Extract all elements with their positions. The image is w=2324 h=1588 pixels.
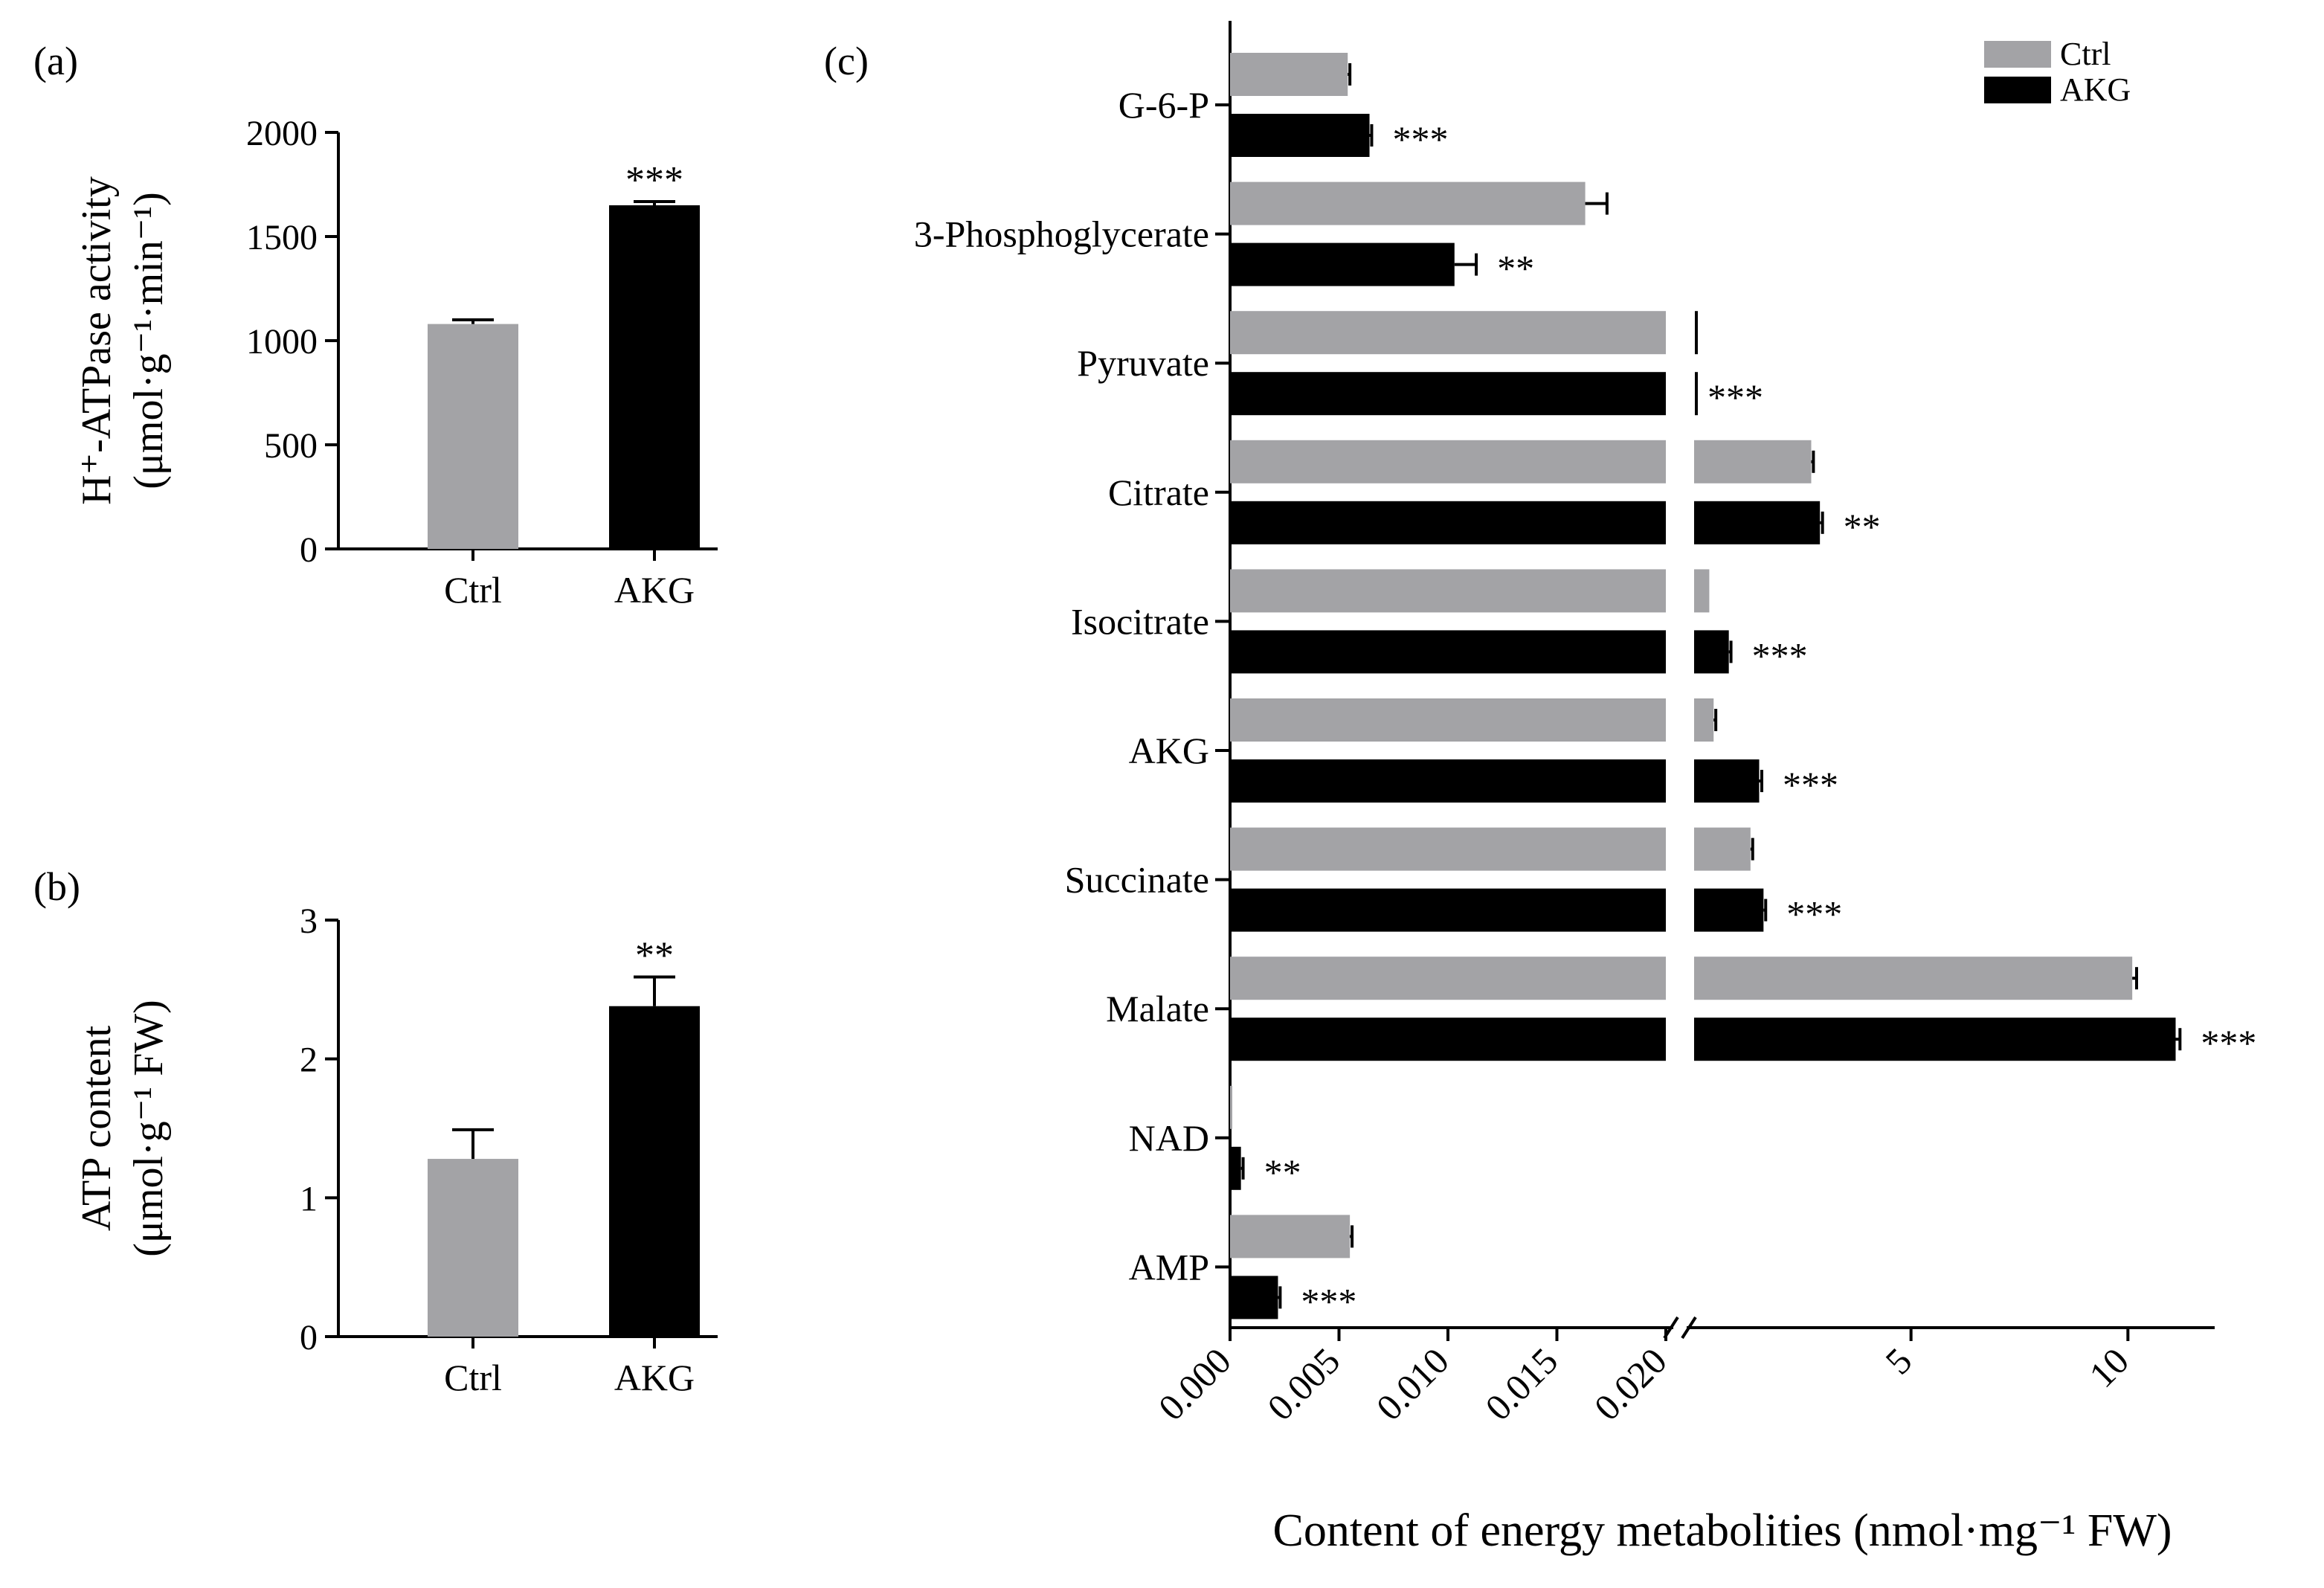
panel-label-a: (a) bbox=[33, 39, 78, 83]
y-axis-label-units: (μmol·g⁻¹ FW) bbox=[126, 1000, 172, 1256]
bar-akg-isocitrate-part1 bbox=[1230, 630, 1666, 674]
x-tick-label: Ctrl bbox=[444, 569, 502, 611]
significance-marker: *** bbox=[625, 159, 683, 202]
chart-a: 0 500 1000 1500 2000 H⁺-ATPase activity (μmol·… bbox=[74, 114, 718, 611]
category-label-3-phosphoglycerate: 3-Phosphoglycerate bbox=[914, 213, 1209, 255]
bar-akg bbox=[609, 1006, 700, 1337]
y-tick-label: 1 bbox=[300, 1179, 318, 1218]
legend-label-ctrl: Ctrl bbox=[2060, 36, 2111, 72]
x-tick-label: 0.015 bbox=[1477, 1340, 1565, 1428]
panel-label-c: (c) bbox=[824, 39, 869, 83]
significance-marker: ** bbox=[1844, 506, 1881, 547]
y-axis-label-units: (μmol·g⁻¹·min⁻¹) bbox=[126, 192, 172, 489]
bar-akg-isocitrate-part2 bbox=[1694, 630, 1729, 674]
significance-marker: *** bbox=[1752, 634, 1808, 676]
bar-ctrl-succinate-part1 bbox=[1230, 827, 1666, 871]
category-label-g-6-p: G-6-P bbox=[1118, 84, 1209, 126]
bar-akg-malate-part2 bbox=[1694, 1018, 2176, 1061]
x-tick-label: 0.000 bbox=[1150, 1340, 1239, 1428]
y-tick-label: 3 bbox=[300, 901, 318, 941]
bar-akg-citrate-part1 bbox=[1230, 501, 1666, 544]
bar-akg-3-phosphoglycerate bbox=[1230, 242, 1455, 286]
chart-c: 0.000 0.005 0.010 0.015 0.020 5 10 Content of e… bbox=[914, 21, 2256, 1556]
category-label-isocitrate: Isocitrate bbox=[1071, 600, 1209, 642]
bar-akg-g-6-p bbox=[1230, 114, 1370, 157]
significance-marker: *** bbox=[1707, 376, 1763, 418]
significance-marker: *** bbox=[1786, 893, 1842, 935]
x-axis-label: Content of energy metabolities (nmol·mg⁻… bbox=[1273, 1505, 2172, 1556]
chart-b: 0 1 2 3 ATP content (μmol·g⁻¹ FW) Ctrl AKG ** bbox=[74, 901, 718, 1398]
bar-akg-nad bbox=[1230, 1146, 1241, 1190]
category-label-akg: AKG bbox=[1129, 730, 1209, 771]
bar-ctrl-citrate-part1 bbox=[1230, 440, 1666, 483]
y-tick-label: 1500 bbox=[246, 218, 318, 257]
bar-ctrl-malate-part1 bbox=[1230, 957, 1666, 1000]
bar-ctrl-succinate-part2 bbox=[1694, 827, 1751, 871]
bar-ctrl bbox=[428, 324, 518, 549]
category-label-succinate: Succinate bbox=[1065, 859, 1209, 901]
bar-akg-akg-part2 bbox=[1694, 759, 1760, 803]
x-tick-label: 5 bbox=[1877, 1340, 1919, 1382]
x-tick-label: 0.020 bbox=[1586, 1340, 1675, 1428]
bar-ctrl-citrate-part2 bbox=[1694, 440, 1812, 483]
x-tick-label: 10 bbox=[2081, 1340, 2137, 1395]
y-tick-label: 2 bbox=[300, 1041, 318, 1080]
y-tick-label: 0 bbox=[300, 1318, 318, 1357]
bar-ctrl-akg-part1 bbox=[1230, 698, 1666, 742]
x-tick-label: AKG bbox=[614, 569, 695, 611]
bar-akg bbox=[609, 205, 700, 549]
category-label-amp: AMP bbox=[1129, 1246, 1209, 1288]
bar-ctrl-pyruvate-part1 bbox=[1230, 311, 1666, 355]
legend-swatch-ctrl bbox=[1984, 41, 2051, 68]
bar-ctrl-amp bbox=[1230, 1215, 1351, 1258]
bar-ctrl-isocitrate-part1 bbox=[1230, 569, 1666, 613]
y-tick-label: 1000 bbox=[246, 322, 318, 361]
category-label-nad: NAD bbox=[1129, 1117, 1209, 1159]
bar-ctrl-3-phosphoglycerate bbox=[1230, 181, 1586, 225]
legend-label-akg: AKG bbox=[2060, 71, 2131, 108]
y-axis-label: H⁺-ATPase activity bbox=[74, 176, 120, 505]
bar-akg-pyruvate-part1 bbox=[1230, 372, 1666, 416]
significance-marker: ** bbox=[1264, 1151, 1301, 1193]
bar-ctrl-isocitrate-part2 bbox=[1694, 569, 1710, 613]
panel-label-b: (b) bbox=[33, 864, 80, 909]
bar-ctrl-akg-part2 bbox=[1694, 698, 1714, 742]
y-tick-label: 0 bbox=[300, 530, 318, 570]
bar-akg-akg-part1 bbox=[1230, 759, 1666, 803]
bar-akg-citrate-part2 bbox=[1694, 501, 1821, 544]
x-tick-label: Ctrl bbox=[444, 1357, 502, 1398]
significance-marker: *** bbox=[2201, 1022, 2256, 1064]
bar-ctrl bbox=[428, 1159, 518, 1337]
category-label-citrate: Citrate bbox=[1108, 472, 1209, 513]
significance-marker: ** bbox=[635, 935, 674, 977]
significance-marker: *** bbox=[1392, 118, 1448, 160]
x-tick-label: AKG bbox=[614, 1357, 695, 1398]
legend-swatch-akg bbox=[1984, 77, 2051, 103]
significance-marker: *** bbox=[1301, 1280, 1356, 1322]
y-tick-label: 500 bbox=[264, 426, 318, 466]
significance-marker: *** bbox=[1783, 764, 1838, 806]
bar-akg-amp bbox=[1230, 1276, 1278, 1319]
significance-marker: ** bbox=[1497, 248, 1534, 289]
bar-ctrl-g-6-p bbox=[1230, 53, 1348, 96]
x-tick-label: 0.005 bbox=[1259, 1340, 1348, 1428]
y-axis-label: ATP content bbox=[74, 1025, 120, 1231]
bar-ctrl-nad bbox=[1230, 1085, 1232, 1129]
y-tick-label: 2000 bbox=[246, 114, 318, 153]
axis-break-mark bbox=[1681, 1316, 1697, 1340]
bar-akg-succinate-part1 bbox=[1230, 888, 1666, 932]
category-label-malate: Malate bbox=[1106, 988, 1209, 1029]
x-tick-label: 0.010 bbox=[1368, 1340, 1457, 1428]
bar-akg-malate-part1 bbox=[1230, 1018, 1666, 1061]
category-label-pyruvate: Pyruvate bbox=[1077, 342, 1209, 384]
bar-akg-succinate-part2 bbox=[1694, 888, 1764, 932]
bar-ctrl-malate-part2 bbox=[1694, 957, 2133, 1000]
